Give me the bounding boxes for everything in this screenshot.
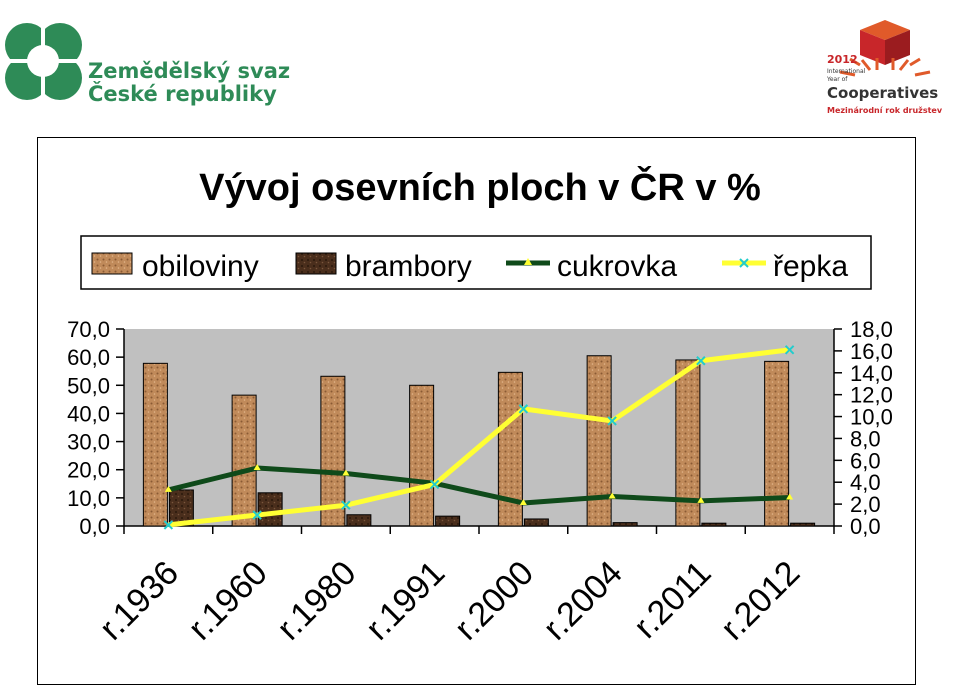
- legend-label-repka: řepka: [773, 250, 848, 283]
- bar-brambory: [523, 518, 549, 527]
- x-tick-label: r.2000: [447, 554, 541, 648]
- logo-right-small2: Year of: [826, 76, 848, 83]
- legend-swatch-obiloviny: [91, 252, 133, 275]
- point-cukrovka: [164, 485, 172, 492]
- point-cukrovka: [608, 492, 616, 499]
- y-left-tick-label: 50,0: [67, 373, 110, 398]
- chart-title: Vývoj osevních ploch v ČR v %: [199, 164, 761, 209]
- bar-obiloviny: [142, 362, 168, 527]
- point-cukrovka: [253, 463, 261, 470]
- y-left-tick-label: 30,0: [67, 430, 110, 455]
- bar-brambory: [612, 522, 638, 527]
- point-repka: [163, 520, 174, 530]
- logo-right-year: 2012: [827, 53, 858, 66]
- y-right-tick-label: 14,0: [850, 361, 893, 386]
- x-tick-label: r.1991: [359, 554, 453, 648]
- bar-obiloviny: [231, 394, 257, 527]
- legend-label-obiloviny: obiloviny: [142, 250, 259, 283]
- x-tick-label: r.1936: [92, 554, 186, 648]
- bar-brambory: [790, 522, 816, 527]
- logo-right-small1: International: [827, 68, 866, 75]
- cube-people-icon: [839, 20, 931, 77]
- point-repka: [518, 404, 529, 414]
- line-repka: [168, 347, 790, 528]
- y-right-tick-label: 4,0: [850, 470, 881, 495]
- bar-obiloviny: [409, 384, 435, 527]
- x-tick-label: r.2011: [627, 554, 719, 646]
- point-repka: [252, 510, 262, 520]
- y-left-tick-label: 60,0: [67, 345, 110, 370]
- bar-brambory: [257, 492, 283, 527]
- legend-label-cukrovka: cukrovka: [557, 250, 677, 283]
- legend: obiloviny brambory cukrovka řepka: [80, 235, 872, 290]
- point-repka: [429, 479, 440, 490]
- point-repka: [784, 345, 795, 355]
- zemedelsky-svaz-logo: Zemědělský svaz České republiky: [0, 0, 300, 110]
- y-right-tick-label: 16,0: [850, 339, 893, 364]
- line-cukrovka: [167, 465, 790, 506]
- y-left-tick-label: 20,0: [67, 458, 110, 483]
- point-cukrovka: [786, 493, 794, 500]
- logo-left-line1: Zemědělský svaz: [88, 59, 290, 83]
- point-cukrovka: [519, 499, 527, 506]
- y-left-tick-label: 40,0: [67, 401, 110, 426]
- chart-frame: [37, 137, 916, 685]
- cooperatives-logo: 2012 International Year of Cooperatives …: [815, 15, 955, 125]
- bar-brambory: [346, 514, 372, 527]
- legend-label-brambory: brambory: [345, 250, 472, 283]
- y-right-tick-label: 0,0: [850, 514, 881, 539]
- clover-logo-graphic: Zemědělský svaz České republiky: [5, 23, 290, 106]
- y-left-tick-label: 10,0: [67, 486, 110, 511]
- point-repka: [607, 416, 617, 426]
- y-left-tick-label: 70,0: [67, 317, 110, 342]
- logo-right-main: Cooperatives: [827, 84, 938, 102]
- y-left-tick-label: 0,0: [79, 514, 110, 539]
- legend-marker-cukrovka: [524, 258, 532, 265]
- y-right-tick-label: 6,0: [850, 448, 881, 473]
- bar-obiloviny: [764, 360, 790, 527]
- x-tick-label: r.1960: [181, 554, 275, 648]
- clover-icon: [5, 23, 82, 100]
- point-repka: [696, 356, 706, 366]
- bar-obiloviny: [320, 375, 346, 527]
- x-tick-label: r.2012: [714, 554, 808, 648]
- y-right-tick-label: 10,0: [850, 405, 893, 430]
- y-right-tick-label: 2,0: [850, 492, 881, 517]
- bar-brambory: [168, 489, 194, 527]
- y-right-tick-label: 18,0: [850, 317, 893, 342]
- bar-brambory: [435, 515, 461, 527]
- logo-right-sub: Mezinárodní rok družstev: [827, 106, 943, 115]
- logo-left-line2: České republiky: [88, 81, 277, 106]
- point-cukrovka: [342, 469, 350, 476]
- y-right-tick-label: 8,0: [850, 426, 881, 451]
- point-repka: [341, 500, 351, 510]
- x-tick-label: r.2004: [536, 554, 630, 648]
- bar-brambory: [701, 522, 727, 527]
- x-tick-label: r.1980: [270, 554, 364, 648]
- point-cukrovka: [697, 496, 705, 503]
- legend-marker-repka: [739, 258, 749, 268]
- legend-swatch-brambory: [295, 252, 337, 275]
- y-right-tick-label: 12,0: [850, 383, 893, 408]
